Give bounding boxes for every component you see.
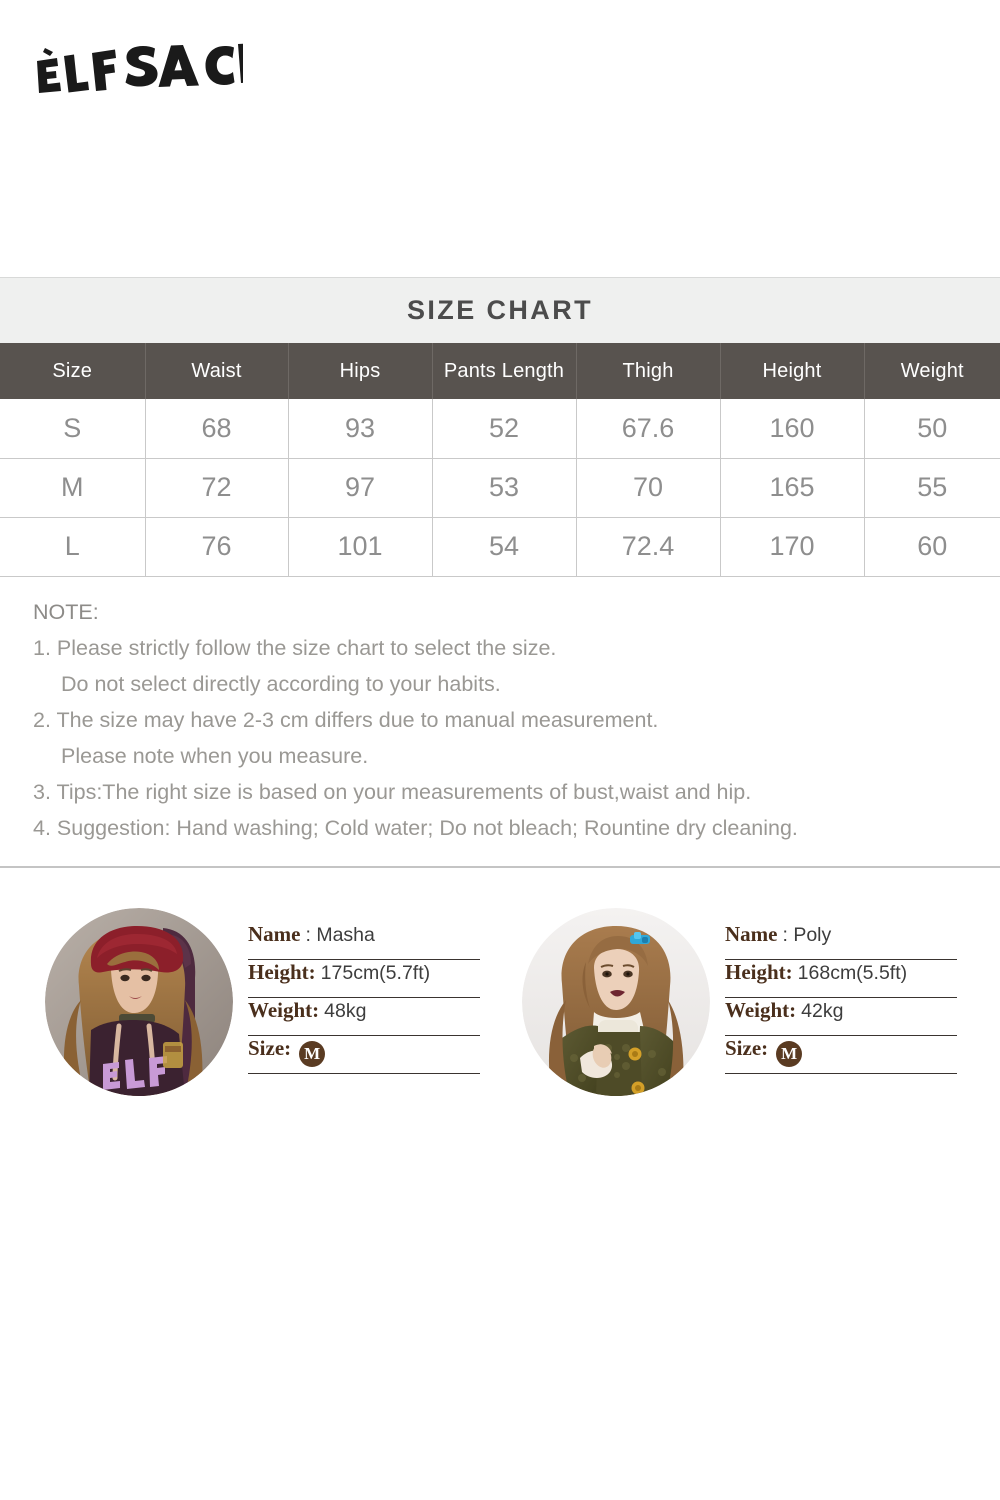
cell-waist: 68 [145,399,289,459]
model-info-section: Name : Masha Height: 175cm(5.7ft) Weight… [0,900,1000,1130]
field-height: Height: 175cm(5.7ft) [248,960,480,998]
field-name: Name : Masha [248,922,480,960]
model-fields: Name : Masha Height: 175cm(5.7ft) Weight… [248,922,480,1074]
cell-size: L [0,517,146,577]
size-chart-table: Size Waist Hips Pants Length Thigh Heigh… [0,343,1000,577]
cell-waist: 72 [145,458,289,518]
section-divider [0,866,1000,868]
cell-thigh: 70 [576,458,721,518]
field-label-name: Name [725,922,778,946]
field-value-height: 175cm(5.7ft) [320,962,431,984]
model-poly-photo-icon [522,908,710,1096]
avatar [522,908,710,1096]
cell-hips: 93 [288,399,433,459]
field-label-size: Size: [248,1036,292,1060]
size-chart-title-band: SIZE CHART [0,277,1000,343]
column-header-weight: Weight [864,343,1000,399]
cell-weight: 55 [864,458,1000,518]
column-header-thigh: Thigh [576,343,721,399]
note-line-1: 1. Please strictly follow the size chart… [33,636,557,660]
cell-hips: 97 [288,458,433,518]
field-weight: Weight: 48kg [248,998,480,1036]
note-line-1b: Do not select directly according to your… [61,672,501,696]
note-line-2b: Please note when you measure. [61,744,369,768]
cell-hips: 101 [288,517,433,577]
field-label-height: Height: [248,960,316,984]
column-header-waist: Waist [145,343,289,399]
model-card-poly: Name : Poly Height: 168cm(5.5ft) Weight:… [522,900,962,1130]
model-fields: Name : Poly Height: 168cm(5.5ft) Weight:… [725,922,957,1074]
avatar [45,908,233,1096]
column-header-pants-length: Pants Length [432,343,577,399]
field-label-height: Height: [725,960,793,984]
table-header-row: Size Waist Hips Pants Length Thigh Heigh… [0,343,1000,399]
cell-pants-length: 53 [432,458,577,518]
cell-weight: 60 [864,517,1000,577]
field-label-name: Name [248,922,301,946]
table-row: S 68 93 52 67.6 160 50 [0,399,1000,459]
note-heading: NOTE: [33,600,99,624]
field-name: Name : Poly [725,922,957,960]
field-height: Height: 168cm(5.5ft) [725,960,957,998]
elf-sack-logo-icon [37,43,243,93]
field-value-name: : Poly [782,924,832,946]
cell-weight: 50 [864,399,1000,459]
field-weight: Weight: 42kg [725,998,957,1036]
field-label-size: Size: [725,1036,769,1060]
field-value-name: : Masha [305,924,375,946]
field-label-weight: Weight: [248,998,320,1022]
table-row: M 72 97 53 70 165 55 [0,458,1000,518]
note-section: NOTE: 1. Please strictly follow the size… [33,594,973,846]
cell-height: 165 [720,458,865,518]
note-line-2: 2. The size may have 2-3 cm differs due … [33,708,659,732]
note-line-3: 3. Tips:The right size is based on your … [33,780,752,804]
cell-pants-length: 54 [432,517,577,577]
column-header-height: Height [720,343,865,399]
size-badge: M [299,1041,326,1067]
cell-thigh: 67.6 [576,399,721,459]
cell-height: 160 [720,399,865,459]
cell-waist: 76 [145,517,289,577]
field-size: Size: M [725,1036,957,1074]
column-header-hips: Hips [288,343,433,399]
cell-size: S [0,399,146,459]
table-row: L 76 101 54 72.4 170 60 [0,517,1000,577]
cell-thigh: 72.4 [576,517,721,577]
model-masha-photo-icon [45,908,233,1096]
note-line-4: 4. Suggestion: Hand washing; Cold water;… [33,816,798,840]
field-value-weight: 48kg [324,1000,367,1022]
field-value-height: 168cm(5.5ft) [797,962,908,984]
column-header-size: Size [0,343,146,399]
size-badge: M [776,1041,803,1067]
page-title: SIZE CHART [407,295,593,325]
field-value-weight: 42kg [801,1000,844,1022]
brand-logo [33,33,243,105]
field-label-weight: Weight: [725,998,797,1022]
cell-size: M [0,458,146,518]
model-card-masha: Name : Masha Height: 175cm(5.7ft) Weight… [45,900,485,1130]
field-size: Size: M [248,1036,480,1074]
cell-pants-length: 52 [432,399,577,459]
cell-height: 170 [720,517,865,577]
